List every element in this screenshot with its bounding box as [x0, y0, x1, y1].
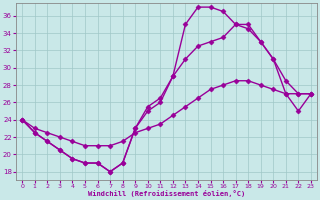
X-axis label: Windchill (Refroidissement éolien,°C): Windchill (Refroidissement éolien,°C) — [88, 190, 245, 197]
